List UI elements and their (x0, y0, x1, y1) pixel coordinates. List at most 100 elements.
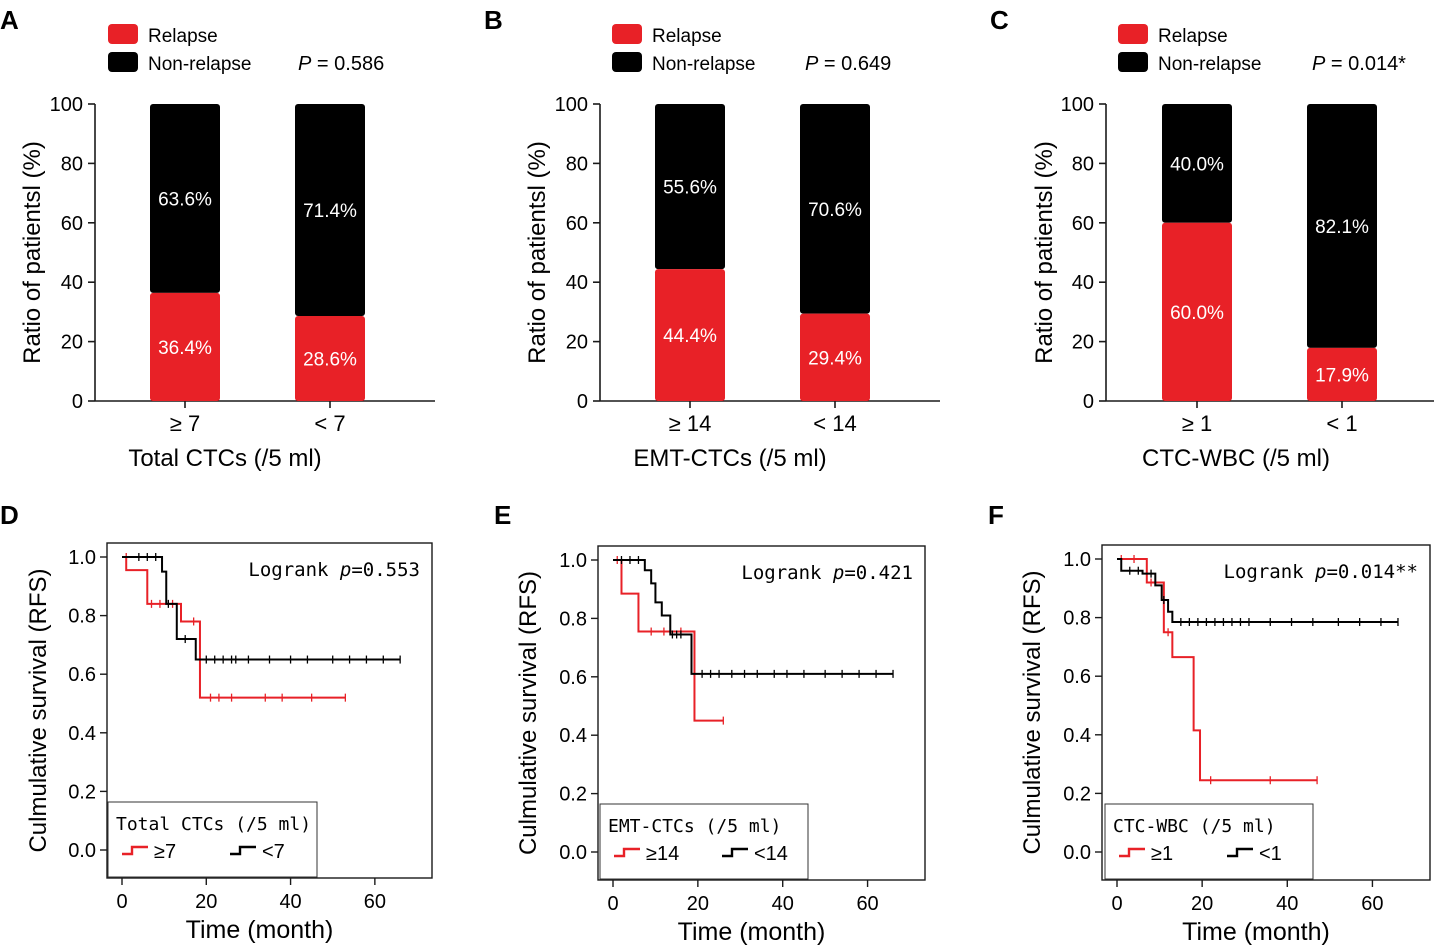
legend-title: EMT-CTCs (/5 ml) (608, 816, 781, 837)
p-symbol: P (805, 53, 819, 75)
legend-swatch-relapse (108, 24, 138, 44)
data-label-relapse: 17.9% (1315, 365, 1369, 386)
survival-curve-low (613, 559, 894, 675)
survival-curve-low (122, 556, 401, 661)
panel-label: E (494, 500, 511, 530)
data-label-non-relapse: 63.6% (158, 189, 212, 210)
bar-relapse (1162, 222, 1232, 401)
logrank-p: p (339, 559, 351, 581)
bar-panel-c: C Relapse Non-relapse P = 0.014* 0 20 40 60 80 10… (990, 5, 1434, 472)
legend-label: Non-relapse (652, 54, 756, 75)
logrank-p: p (1314, 561, 1326, 583)
y-axis-label: Ratio of patientsl (%) (524, 141, 551, 364)
plot-frame (106, 542, 433, 879)
data-label-non-relapse: 40.0% (1170, 154, 1224, 175)
legend-label: Relapse (1158, 26, 1228, 47)
logrank-text: Logrank (741, 562, 833, 584)
bar-relapse (1307, 347, 1377, 401)
y-axis-label: Ratio of patientsl (%) (19, 141, 46, 364)
y-tick-label: 0.6 (559, 667, 587, 689)
y-tick-label: 80 (566, 153, 588, 175)
legend-label: ≥1 (1151, 843, 1173, 865)
x-tick-label: < 14 (813, 411, 856, 436)
y-tick-label: 0 (577, 391, 588, 413)
legend-swatch (1227, 847, 1253, 858)
data-label-non-relapse: 71.4% (303, 201, 357, 222)
y-tick-label: 0.8 (68, 606, 96, 628)
legend-swatch-non-relapse (612, 52, 642, 72)
panel-label: A (0, 5, 19, 35)
data-label-relapse: 36.4% (158, 338, 212, 359)
legend-swatch-non-relapse (108, 52, 138, 72)
survival-curve-high (122, 556, 346, 699)
survival-curve-high (613, 559, 724, 722)
x-axis-label: Time (month) (1182, 918, 1330, 946)
km-panel-e: E 0.0 0.2 0.4 0.6 0.8 1.0 0 20 40 60 Time (month) Cu… (494, 500, 926, 946)
logrank-value: =0.014** (1326, 561, 1418, 583)
legend-swatch (722, 847, 748, 858)
x-tick-label: ≥ 14 (669, 411, 712, 436)
x-axis-label: Time (month) (678, 918, 826, 946)
data-label-non-relapse: 55.6% (663, 178, 717, 199)
bar-relapse (800, 313, 870, 401)
panel-label: F (988, 500, 1004, 530)
x-axis-label: EMT-CTCs (/5 ml) (633, 445, 826, 472)
y-tick-label: 60 (566, 213, 588, 235)
y-axis-label: Ratio of patientsl (%) (1031, 141, 1058, 364)
y-tick-label: 20 (566, 332, 588, 354)
x-tick-label: 40 (279, 891, 301, 913)
logrank-value: =0.421 (844, 562, 913, 584)
y-tick-label: 20 (1072, 332, 1094, 354)
legend-label: <1 (1259, 843, 1282, 865)
y-tick-label: 80 (61, 153, 83, 175)
km-legend: Total CTCs (/5 ml) ≥7 <7 (107, 801, 318, 878)
y-tick-label: 1.0 (68, 547, 96, 569)
x-tick-label: ≥ 7 (170, 411, 200, 436)
plot-frame (1101, 544, 1431, 881)
y-axis-label: Culmulative survival (RFS) (25, 568, 52, 852)
p-number: = 0.586 (311, 53, 384, 75)
y-tick-label: 100 (1061, 94, 1094, 116)
x-axis-label: CTC-WBC (/5 ml) (1142, 445, 1330, 472)
logrank-annotation: Logrank p=0.421 (741, 562, 913, 584)
y-tick-label: 0.6 (1063, 666, 1091, 688)
bar-non-relapse (150, 104, 220, 293)
logrank-annotation: Logrank p=0.553 (248, 559, 420, 581)
y-tick-label: 0 (72, 391, 83, 413)
y-tick-label: 0.0 (1063, 842, 1091, 864)
y-tick-label: 40 (566, 272, 588, 294)
y-axis-label: Culmulative survival (RFS) (1019, 570, 1046, 854)
km-panel-d: D 0.0 0.2 0.4 0.6 0.8 1.0 0 20 40 60 Time (month) Cu… (0, 500, 433, 944)
y-tick-label: 0.8 (1063, 608, 1091, 630)
plot-frame (597, 545, 926, 881)
y-tick-label: 0.8 (559, 608, 587, 630)
legend-swatch (1119, 847, 1145, 858)
y-tick-label: 0.2 (1063, 783, 1091, 805)
y-tick-label: 60 (61, 213, 83, 235)
legend-label: ≥14 (646, 843, 679, 865)
legend-swatch-relapse (1118, 24, 1148, 44)
x-tick-label: 0 (116, 891, 127, 913)
km-legend: EMT-CTCs (/5 ml) ≥14 <14 (599, 803, 809, 880)
y-axis-label: Culmulative survival (RFS) (515, 571, 542, 855)
legend-label: <14 (754, 843, 788, 865)
bar-relapse (150, 292, 220, 401)
p-number: = 0.649 (818, 53, 891, 75)
data-label-relapse: 29.4% (808, 348, 862, 369)
legend-box (107, 801, 318, 878)
data-label-relapse: 60.0% (1170, 303, 1224, 324)
data-label-non-relapse: 82.1% (1315, 217, 1369, 238)
legend-swatch (230, 845, 256, 856)
y-tick-label: 100 (50, 94, 83, 116)
x-tick-label: 60 (364, 891, 386, 913)
logrank-annotation: Logrank p=0.014** (1224, 561, 1418, 583)
p-value: P = 0.586 (298, 53, 384, 75)
y-tick-label: 0 (1083, 391, 1094, 413)
y-tick-label: 0.2 (68, 781, 96, 803)
y-tick-label: 1.0 (559, 550, 587, 572)
x-tick-label: 0 (1111, 893, 1122, 915)
survival-curve-low (1117, 558, 1398, 623)
panel-label: D (0, 500, 19, 530)
y-tick-label: 0.6 (68, 664, 96, 686)
